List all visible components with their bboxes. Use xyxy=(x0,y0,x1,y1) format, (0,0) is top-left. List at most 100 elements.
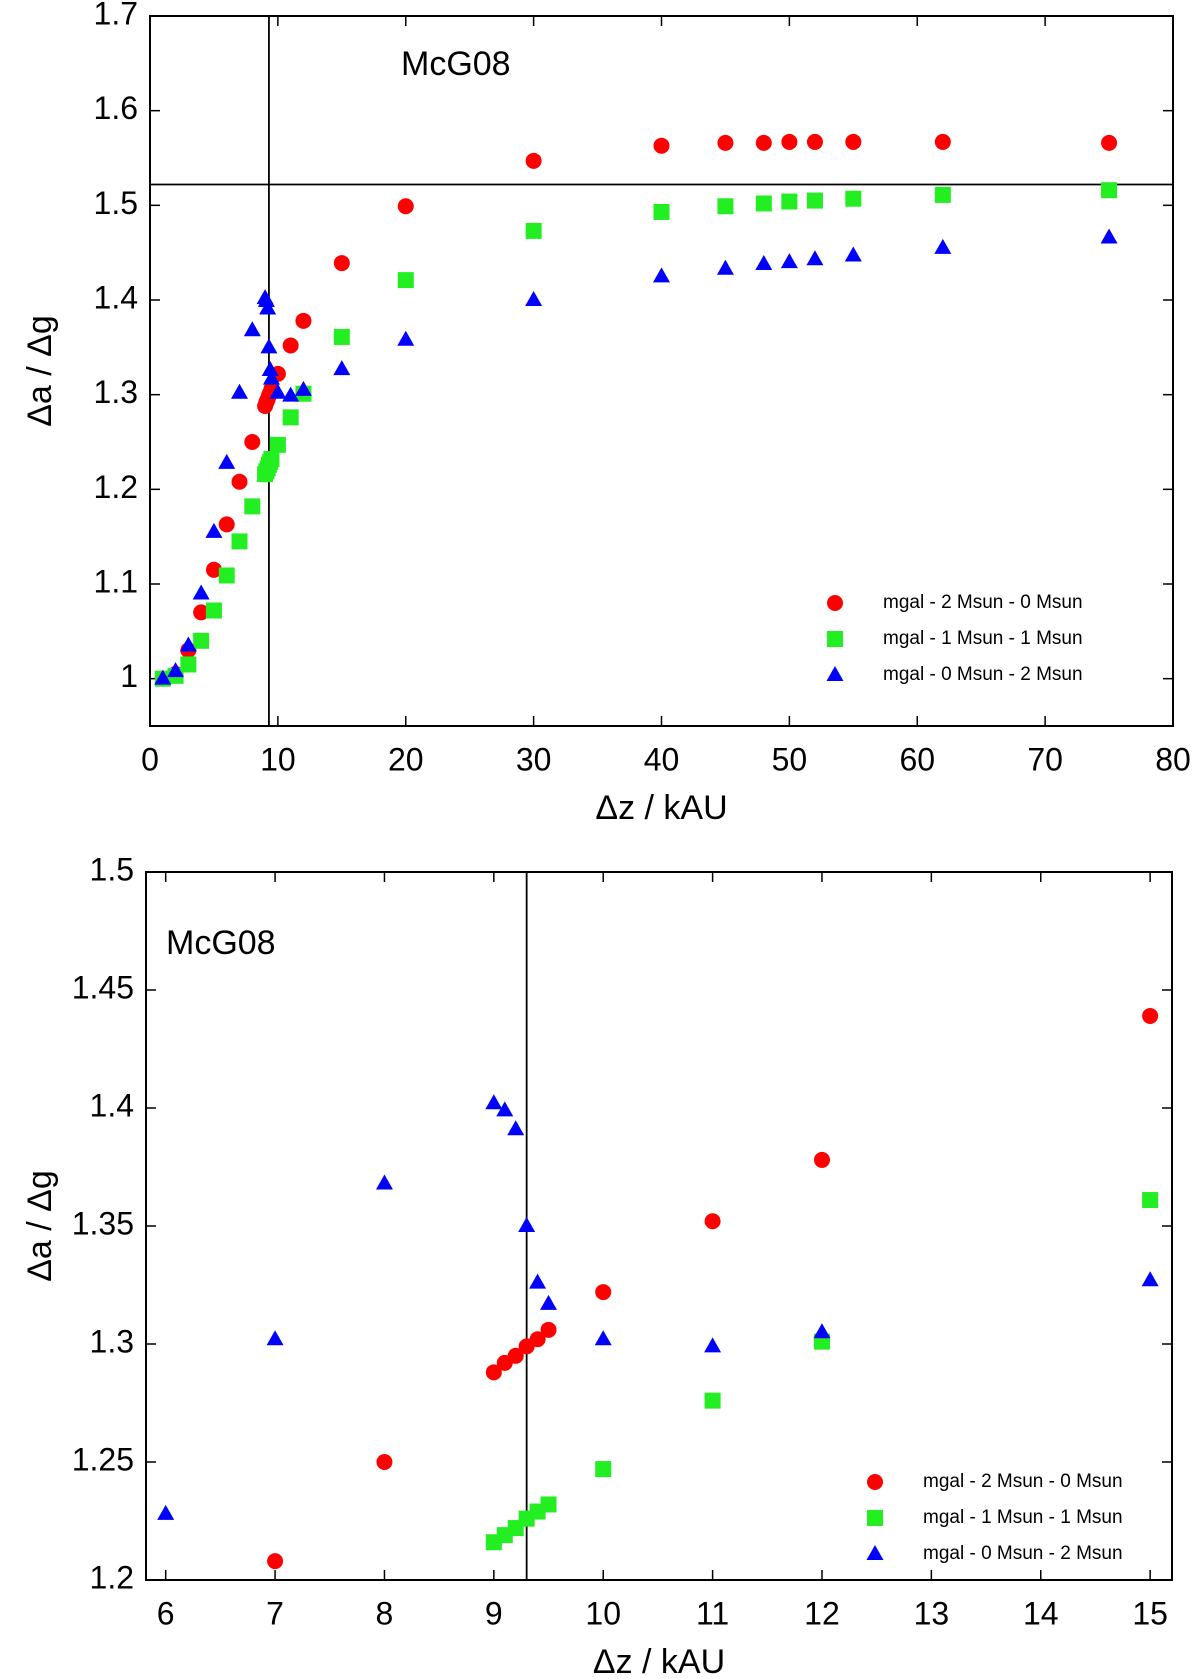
point xyxy=(806,192,823,209)
point xyxy=(192,584,210,600)
point xyxy=(282,386,300,402)
x-tick-label: 10 xyxy=(260,741,296,777)
annotation: McG08 xyxy=(401,45,511,83)
point xyxy=(704,1213,721,1230)
x-tick-label: 15 xyxy=(1132,1595,1168,1631)
y-tick-label: 1.6 xyxy=(94,90,138,126)
point xyxy=(716,259,734,275)
y-tick-label: 1 xyxy=(120,658,138,694)
x-axis-label: Δz / kAU xyxy=(595,789,727,827)
point xyxy=(243,321,261,337)
y-axis-label: Δa / Δg xyxy=(21,1170,59,1282)
y-tick-label: 1.3 xyxy=(90,1323,134,1359)
y-tick-label: 1.35 xyxy=(72,1205,134,1241)
point xyxy=(1101,134,1118,151)
x-tick-label: 60 xyxy=(899,741,935,777)
point xyxy=(1100,228,1118,244)
point xyxy=(257,291,275,307)
point xyxy=(261,361,279,377)
point xyxy=(397,330,415,346)
y-tick-label: 1.5 xyxy=(94,185,138,221)
point xyxy=(813,1151,830,1168)
point xyxy=(205,561,222,578)
point xyxy=(653,267,670,283)
point xyxy=(193,632,210,649)
legend-marker xyxy=(827,631,843,647)
point xyxy=(376,1454,393,1470)
legend-marker xyxy=(867,1474,883,1490)
legend-marker xyxy=(827,595,843,611)
x-tick-label: 30 xyxy=(516,741,552,777)
point xyxy=(806,133,823,150)
point xyxy=(755,255,773,271)
point xyxy=(294,380,312,396)
y-tick-label: 1.5 xyxy=(90,851,134,887)
y-tick-label: 1.25 xyxy=(72,1441,134,1477)
point xyxy=(518,1217,536,1232)
x-tick-label: 12 xyxy=(804,1595,840,1631)
point xyxy=(154,669,172,685)
x-axis-label: Δz / kAU xyxy=(593,1643,725,1679)
y-tick-label: 1.1 xyxy=(94,563,138,599)
point xyxy=(525,222,542,239)
point xyxy=(781,193,798,210)
point xyxy=(934,186,951,203)
point xyxy=(806,250,824,266)
point xyxy=(205,522,223,538)
point xyxy=(540,1496,557,1513)
point xyxy=(1141,1271,1159,1287)
point xyxy=(266,1330,284,1346)
point xyxy=(485,1364,502,1381)
point xyxy=(755,195,772,212)
point xyxy=(231,383,249,399)
point xyxy=(525,291,543,306)
point xyxy=(375,1174,393,1190)
point xyxy=(704,1337,722,1353)
legend-label: mgal - 2 Msun - 0 Msun xyxy=(923,1471,1123,1492)
point xyxy=(205,602,222,619)
x-tick-label: 7 xyxy=(266,1595,284,1631)
point xyxy=(813,1323,831,1339)
point xyxy=(333,328,350,345)
point xyxy=(231,533,248,550)
y-tick-label: 1.3 xyxy=(94,374,138,410)
point xyxy=(934,133,951,150)
x-tick-label: 0 xyxy=(141,741,159,777)
point xyxy=(540,1294,558,1310)
point xyxy=(157,1504,175,1520)
point xyxy=(704,1392,721,1409)
y-tick-label: 1.45 xyxy=(72,969,134,1005)
x-tick-label: 50 xyxy=(772,741,808,777)
legend-label: mgal - 1 Msun - 1 Msun xyxy=(923,1507,1123,1528)
x-tick-label: 8 xyxy=(376,1595,394,1631)
point xyxy=(295,312,312,329)
point xyxy=(529,1331,546,1348)
point xyxy=(717,198,734,215)
x-tick-label: 13 xyxy=(914,1595,950,1631)
legend-label: mgal - 1 Msun - 1 Msun xyxy=(883,628,1083,649)
point xyxy=(218,516,235,533)
legend-label: mgal - 2 Msun - 0 Msun xyxy=(883,592,1083,613)
point xyxy=(595,1461,612,1478)
y-tick-label: 1.2 xyxy=(90,1559,134,1595)
point xyxy=(485,1094,503,1110)
point xyxy=(653,203,670,220)
point xyxy=(844,246,862,262)
point xyxy=(167,662,185,678)
point xyxy=(397,272,414,289)
point xyxy=(934,238,952,254)
point xyxy=(218,567,235,584)
plot-frame xyxy=(145,871,1173,1581)
point xyxy=(333,360,351,376)
point xyxy=(540,1321,557,1338)
point xyxy=(218,453,236,469)
y-tick-label: 1.4 xyxy=(90,1087,134,1123)
x-tick-label: 40 xyxy=(644,741,680,777)
point xyxy=(780,253,798,269)
legend-marker xyxy=(826,666,844,681)
point xyxy=(397,198,414,215)
point xyxy=(244,434,261,450)
point xyxy=(594,1330,612,1346)
point xyxy=(333,255,350,272)
